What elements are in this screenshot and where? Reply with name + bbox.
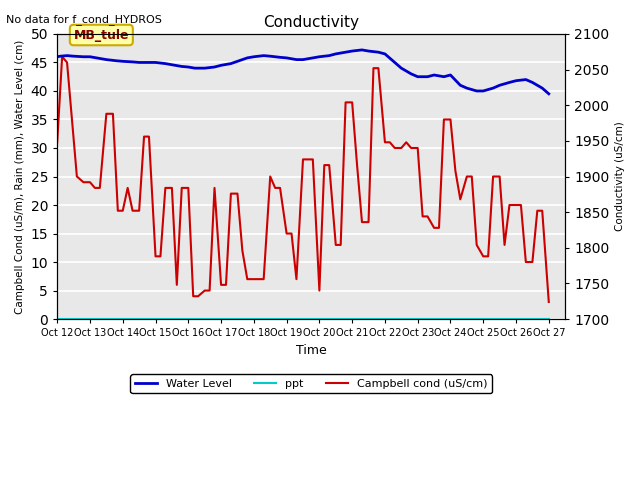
Water Level [358, 47, 366, 53]
Text: No data for f_cond_HYDROS: No data for f_cond_HYDROS [6, 14, 163, 25]
Water Level [489, 85, 497, 91]
Text: MB_tule: MB_tule [74, 28, 129, 41]
Y-axis label: Conductivity (uS/cm): Conductivity (uS/cm) [615, 121, 625, 231]
Campbell cond (uS/cm) [53, 139, 61, 145]
Campbell cond (uS/cm) [58, 54, 66, 60]
Water Level [545, 91, 552, 96]
Y-axis label: Campbell Cond (uS/m), Rain (mm), Water Level (cm): Campbell Cond (uS/m), Rain (mm), Water L… [15, 39, 25, 313]
Water Level [292, 57, 300, 62]
X-axis label: Time: Time [296, 344, 326, 357]
Campbell cond (uS/cm) [178, 185, 186, 191]
Campbell cond (uS/cm) [534, 208, 541, 214]
Water Level [53, 54, 61, 60]
Campbell cond (uS/cm) [189, 293, 197, 299]
Campbell cond (uS/cm) [545, 299, 552, 305]
Water Level [86, 54, 94, 60]
Campbell cond (uS/cm) [538, 208, 546, 214]
Line: Campbell cond (uS/cm): Campbell cond (uS/cm) [57, 57, 548, 302]
Water Level [348, 48, 356, 54]
Campbell cond (uS/cm) [124, 185, 131, 191]
Legend: Water Level, ppt, Campbell cond (uS/cm): Water Level, ppt, Campbell cond (uS/cm) [131, 374, 492, 393]
Water Level [145, 60, 153, 65]
Title: Conductivity: Conductivity [263, 15, 359, 30]
Campbell cond (uS/cm) [473, 242, 481, 248]
Water Level [178, 63, 186, 69]
Line: Water Level: Water Level [57, 50, 548, 94]
